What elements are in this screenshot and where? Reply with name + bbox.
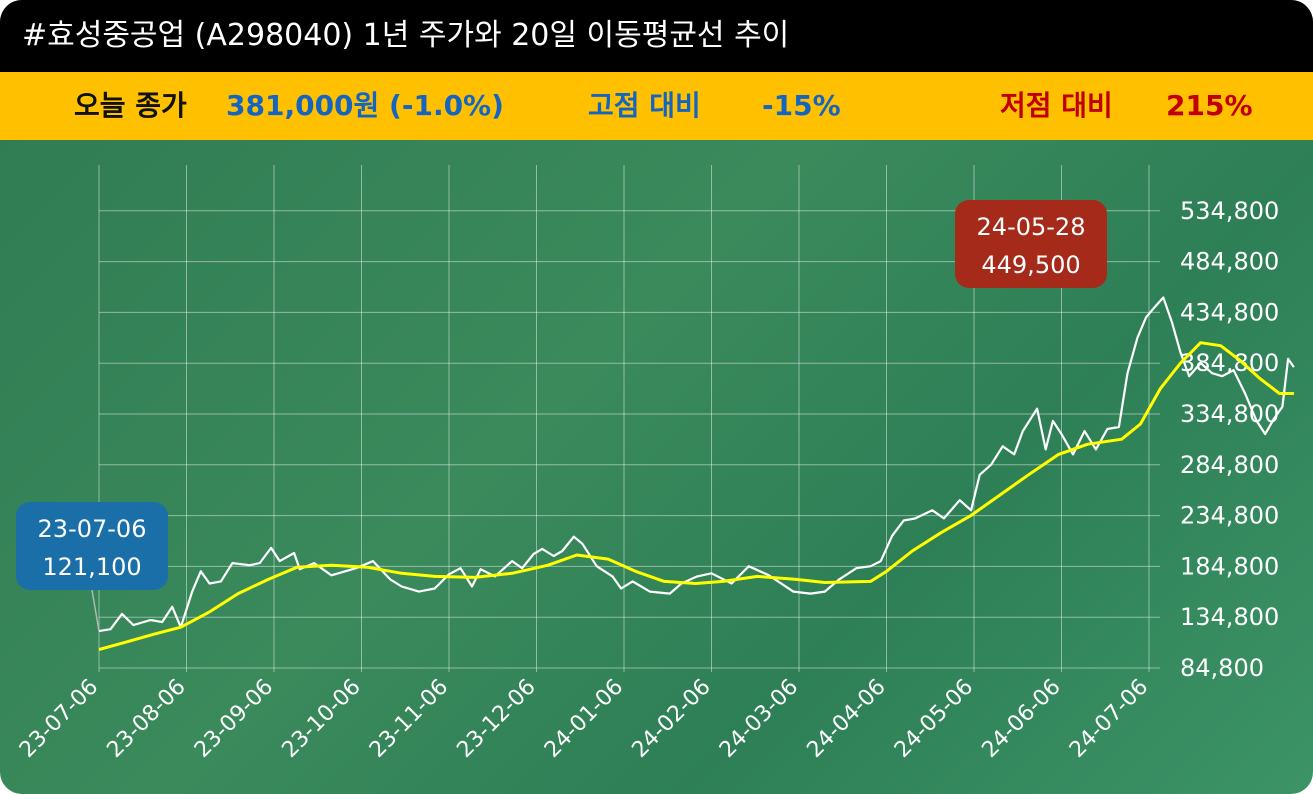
y-tick-label: 534,800 <box>1180 197 1279 225</box>
callout-leader <box>91 589 100 632</box>
x-tick-label: 23-08-06 <box>102 675 190 763</box>
chart-grid <box>98 165 1160 672</box>
x-tick-label: 23-07-06 <box>15 675 103 763</box>
price-chart: 84,800 134,800 184,800 234,800 284,800 334,80… <box>15 165 1295 763</box>
x-tick-label: 24-05-06 <box>890 675 978 763</box>
callout-date: 24-05-28 <box>977 213 1086 241</box>
callout-low: 23-07-06 121,100 <box>16 502 168 632</box>
x-tick-label: 23-10-06 <box>277 675 365 763</box>
high-compare-value: -15% <box>762 89 841 122</box>
close-price-label: 오늘 종가 <box>74 89 187 122</box>
y-axis-ticks: 84,800 134,800 184,800 234,800 284,800 334,80… <box>1180 197 1279 682</box>
y-tick-label: 184,800 <box>1180 552 1279 580</box>
callout-value: 121,100 <box>42 553 141 581</box>
x-tick-label: 24-06-06 <box>977 675 1065 763</box>
y-tick-label: 434,800 <box>1180 298 1279 326</box>
callout-high: 24-05-28 449,500 <box>955 200 1107 288</box>
y-tick-label: 334,800 <box>1180 400 1279 428</box>
callout-box <box>955 200 1107 288</box>
close-price-value: 381,000원 (-1.0%) <box>226 89 504 122</box>
chart-series <box>98 296 1295 651</box>
x-tick-label: 24-01-06 <box>540 675 628 763</box>
x-tick-label: 23-12-06 <box>452 675 540 763</box>
y-tick-label: 284,800 <box>1180 451 1279 479</box>
high-compare-label: 고점 대비 <box>588 89 701 122</box>
x-axis-ticks: 23-07-06 23-08-06 23-09-06 23-10-06 23-11-06… <box>15 675 1153 763</box>
y-tick-label: 134,800 <box>1180 603 1279 631</box>
chart-title: #효성중공업 (A298040) 1년 주가와 20일 이동평균선 추이 <box>0 0 1313 72</box>
callout-box <box>16 502 168 590</box>
y-tick-label: 84,800 <box>1180 654 1264 682</box>
x-tick-label: 23-11-06 <box>365 675 453 763</box>
x-tick-label: 23-09-06 <box>190 675 278 763</box>
callout-date: 23-07-06 <box>38 515 147 543</box>
series-line-price <box>98 296 1295 633</box>
series-line-ma20 <box>98 341 1294 651</box>
x-tick-label: 24-04-06 <box>802 675 890 763</box>
x-tick-label: 24-02-06 <box>627 675 715 763</box>
x-tick-label: 24-03-06 <box>715 675 803 763</box>
low-compare-value: 215% <box>1166 89 1253 122</box>
x-tick-label: 24-07-06 <box>1065 675 1153 763</box>
y-tick-label: 234,800 <box>1180 502 1279 530</box>
info-bar: 오늘 종가 381,000원 (-1.0%) 고점 대비 -15% 저점 대비 … <box>0 72 1313 140</box>
chart-annotations: 23-07-06 121,100 24-05-28 449,500 <box>16 200 1107 632</box>
callout-value: 449,500 <box>981 251 1080 279</box>
low-compare-label: 저점 대비 <box>1000 89 1113 122</box>
y-tick-label: 484,800 <box>1180 248 1279 276</box>
